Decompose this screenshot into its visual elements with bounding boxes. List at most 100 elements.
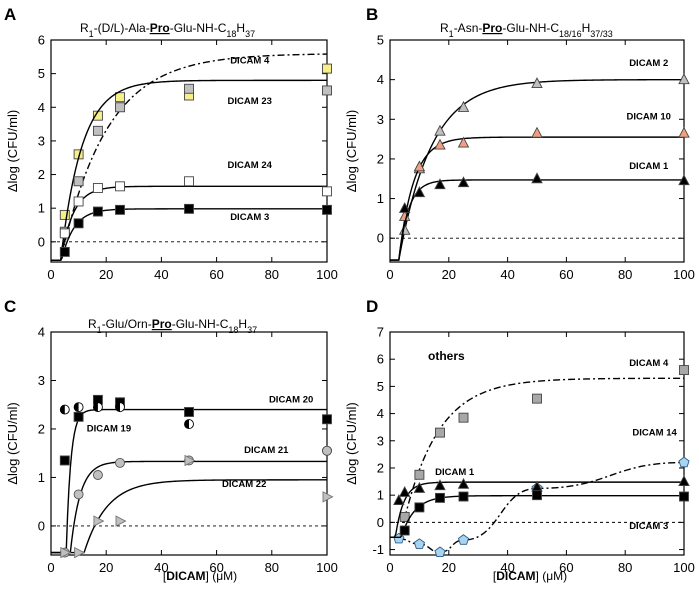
panel-letter: B bbox=[366, 5, 378, 24]
series-label: DICAM 24 bbox=[228, 160, 273, 171]
data-point bbox=[413, 538, 425, 549]
x-tick-label: 100 bbox=[316, 560, 338, 575]
x-tick-label: 0 bbox=[47, 267, 54, 282]
data-point bbox=[531, 172, 543, 184]
data-point bbox=[413, 160, 426, 172]
x-axis-title-part: DICAM bbox=[166, 569, 205, 583]
y-tick-label: 1 bbox=[38, 470, 45, 485]
y-tick-label: 2 bbox=[38, 421, 45, 436]
y-tick-label: 5 bbox=[38, 66, 45, 81]
x-tick-label: 80 bbox=[618, 560, 632, 575]
x-axis-title-part: DICAM bbox=[496, 569, 535, 583]
series-line bbox=[51, 460, 327, 554]
title-part-6: H bbox=[236, 21, 245, 35]
series-line bbox=[51, 79, 327, 262]
series-line bbox=[51, 53, 327, 262]
title-part-1: 1 bbox=[449, 29, 454, 39]
x-axis-title-part: [ bbox=[493, 569, 497, 583]
title-part-6: H bbox=[582, 21, 591, 35]
series-label: DICAM 4 bbox=[629, 358, 669, 369]
series-line bbox=[390, 136, 684, 261]
x-tick-label: 0 bbox=[47, 560, 54, 575]
title-part-1: 1 bbox=[97, 325, 102, 335]
series-label: DICAM 1 bbox=[629, 161, 669, 172]
data-point bbox=[322, 186, 332, 197]
data-point bbox=[678, 174, 690, 186]
y-tick-label: 4 bbox=[377, 72, 384, 87]
plot-frame bbox=[389, 331, 685, 556]
data-point bbox=[73, 411, 84, 422]
title-part-0: R bbox=[88, 317, 97, 331]
data-point bbox=[398, 202, 411, 213]
y-tick-label: 4 bbox=[377, 406, 384, 421]
data-point bbox=[434, 546, 446, 558]
x-axis-title-part: ] (μM) bbox=[536, 569, 568, 583]
y-tick-label: 0 bbox=[38, 234, 45, 249]
plot-frame bbox=[50, 39, 328, 263]
y-tick-label: 0 bbox=[377, 515, 384, 530]
panel-letter: C bbox=[4, 297, 16, 316]
panel-title: R1-Glu/Orn-Pro-Glu-NH-C18H37 bbox=[88, 317, 257, 335]
series-dicam-21 bbox=[51, 445, 332, 558]
series-label: DICAM 3 bbox=[629, 521, 668, 532]
title-part-2: -Glu/Orn- bbox=[102, 317, 152, 331]
x-tick-label: 20 bbox=[442, 267, 456, 282]
data-point bbox=[184, 407, 194, 417]
x-tick-label: 20 bbox=[99, 267, 113, 282]
data-point bbox=[92, 470, 103, 480]
data-point bbox=[92, 125, 103, 136]
series-dicam-4 bbox=[51, 53, 332, 262]
data-point bbox=[434, 138, 446, 150]
data-point bbox=[322, 414, 332, 425]
title-part-5: 18 bbox=[226, 29, 236, 39]
x-tick-label: 40 bbox=[154, 560, 168, 575]
data-point bbox=[434, 178, 446, 190]
title-part-4: -Glu-NH-C bbox=[170, 21, 227, 35]
data-point bbox=[92, 206, 103, 217]
data-point bbox=[414, 502, 425, 513]
title-part-7: 37 bbox=[247, 325, 257, 335]
series-dicam-3 bbox=[51, 203, 332, 262]
y-tick-label: 4 bbox=[38, 100, 45, 115]
title-part-1: 1 bbox=[89, 29, 94, 39]
title-part-0: R bbox=[80, 21, 89, 35]
data-point bbox=[434, 124, 446, 136]
data-point bbox=[458, 491, 469, 502]
data-point bbox=[115, 515, 127, 527]
title-part-2: -(D/L)-Ala- bbox=[94, 21, 150, 35]
marker-half-fill bbox=[184, 419, 189, 429]
data-point bbox=[678, 73, 690, 85]
data-point bbox=[531, 126, 543, 138]
data-point bbox=[322, 85, 332, 96]
data-point bbox=[184, 419, 194, 430]
title-part-7: 37/33 bbox=[590, 29, 613, 39]
data-point bbox=[74, 546, 86, 559]
data-point bbox=[532, 393, 542, 404]
data-point bbox=[399, 525, 410, 536]
data-point bbox=[322, 63, 332, 74]
x-axis-title: [DICAM] (μM) bbox=[493, 569, 567, 583]
data-point bbox=[457, 534, 470, 545]
data-point bbox=[184, 176, 194, 187]
y-tick-label: 1 bbox=[38, 201, 45, 216]
series-label: DICAM 4 bbox=[230, 56, 270, 67]
series-label: DICAM 14 bbox=[632, 427, 677, 438]
title-part-5: 18/16 bbox=[559, 29, 582, 39]
plot-frame bbox=[50, 331, 328, 556]
data-point bbox=[457, 176, 470, 188]
y-tick-label: 3 bbox=[377, 112, 384, 127]
series-label: DICAM 22 bbox=[222, 479, 266, 490]
y-axis-title: Δlog (CFU/ml) bbox=[344, 110, 359, 192]
data-point bbox=[531, 77, 543, 89]
panel-letter: D bbox=[366, 297, 378, 316]
x-tick-label: 60 bbox=[559, 267, 573, 282]
title-part-3: Pro bbox=[150, 21, 170, 35]
data-point bbox=[435, 427, 445, 438]
x-tick-label: 80 bbox=[265, 560, 279, 575]
panel-title: others bbox=[428, 349, 465, 363]
data-point bbox=[322, 491, 334, 503]
x-tick-label: 60 bbox=[209, 267, 223, 282]
x-tick-label: 100 bbox=[673, 560, 695, 575]
